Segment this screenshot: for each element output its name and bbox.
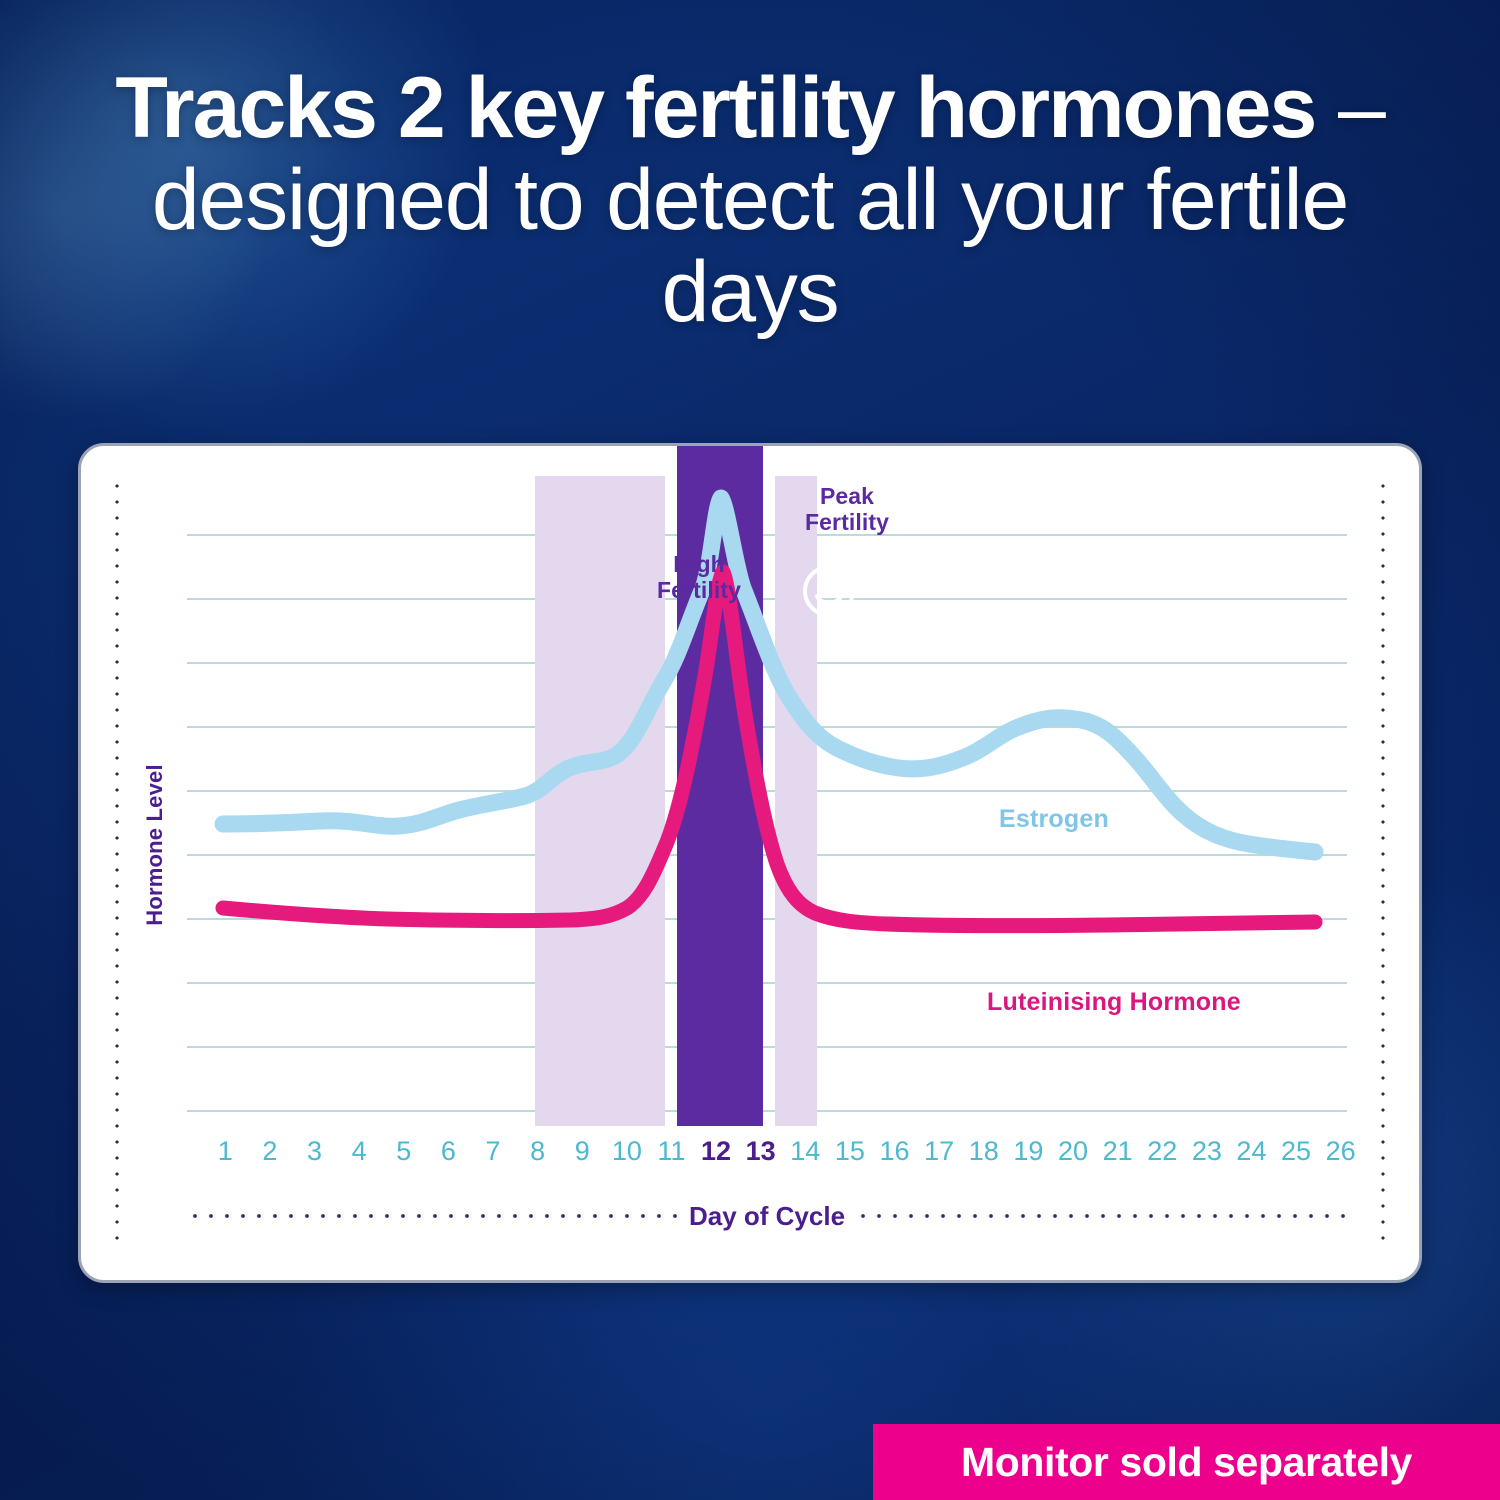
x-axis-tick-14: 14 bbox=[790, 1136, 821, 1166]
high-fertility-band-left bbox=[535, 476, 665, 1126]
x-axis-title-row: Day of Cycle bbox=[187, 1200, 1348, 1231]
x-axis-tick-2: 2 bbox=[262, 1136, 278, 1166]
x-axis-tick-18: 18 bbox=[968, 1136, 999, 1166]
dotted-divider-left bbox=[115, 478, 119, 1248]
gridline bbox=[187, 790, 1347, 792]
x-axis-tick-10: 10 bbox=[611, 1136, 642, 1166]
x-axis-tick-7: 7 bbox=[485, 1136, 501, 1166]
x-axis-tick-17: 17 bbox=[924, 1136, 955, 1166]
x-axis-tick-15: 15 bbox=[834, 1136, 865, 1166]
x-axis-tick-3: 3 bbox=[307, 1136, 323, 1166]
x-axis-tick-8: 8 bbox=[530, 1136, 546, 1166]
peak-fertility-label: Peak Fertility bbox=[805, 483, 889, 535]
x-axis-tick-24: 24 bbox=[1236, 1136, 1267, 1166]
x-axis-tick-4: 4 bbox=[351, 1136, 367, 1166]
chart-plot-area: High Fertility Peak Fertility Estrogen Lut… bbox=[187, 446, 1347, 1126]
hormone-chart-card: Hormone Level High Fertility Peak Fertilit… bbox=[78, 443, 1422, 1283]
gridline bbox=[187, 1110, 1347, 1112]
gridline bbox=[187, 1046, 1347, 1048]
lh-series-label: Luteinising Hormone bbox=[987, 988, 1241, 1016]
x-axis-tick-20: 20 bbox=[1057, 1136, 1089, 1166]
x-axis-title: Day of Cycle bbox=[688, 1200, 846, 1231]
dotted-rule-left bbox=[187, 1214, 679, 1218]
x-axis-tick-26: 26 bbox=[1325, 1136, 1356, 1166]
x-axis-tick-9: 9 bbox=[574, 1136, 590, 1166]
estrogen-series-label: Estrogen bbox=[999, 805, 1109, 833]
hormone-curves bbox=[214, 489, 1324, 934]
peak-fertility-band bbox=[677, 446, 763, 1126]
x-axis-tick-16: 16 bbox=[879, 1136, 910, 1166]
promo-banner: Monitor sold separately bbox=[873, 1424, 1500, 1500]
x-axis-tick-5: 5 bbox=[396, 1136, 412, 1166]
x-axis-ticks: 1 2 3 4 5 6 7 8 9 10 11 12 13 14 15 16 17 18 19 20 21 22 23 24 2… bbox=[187, 1136, 1356, 1176]
page-headline: Tracks 2 key fertility hormones – design… bbox=[60, 62, 1440, 338]
x-axis-tick-25: 25 bbox=[1281, 1136, 1312, 1166]
headline-light-text: – designed to detect all your fertile da… bbox=[151, 60, 1386, 341]
x-axis-tick-13: 13 bbox=[745, 1136, 776, 1166]
x-axis-tick-23: 23 bbox=[1191, 1136, 1222, 1166]
promo-banner-text: Monitor sold separately bbox=[960, 1438, 1412, 1485]
x-axis-tick-12: 12 bbox=[701, 1136, 732, 1166]
gridline bbox=[187, 982, 1347, 984]
dotted-divider-right bbox=[1381, 478, 1385, 1248]
gridline bbox=[187, 598, 1347, 600]
x-axis-tick-6: 6 bbox=[440, 1136, 456, 1166]
gridline bbox=[187, 918, 1347, 920]
x-axis-tick-1: 1 bbox=[217, 1136, 233, 1166]
x-axis-tick-11: 11 bbox=[657, 1136, 686, 1166]
x-axis-tick-21: 21 bbox=[1102, 1136, 1133, 1166]
high-fertility-label: High Fertility bbox=[657, 551, 741, 603]
x-axis-tick-19: 19 bbox=[1013, 1136, 1044, 1166]
x-axis-tick-22: 22 bbox=[1147, 1136, 1178, 1166]
gridline bbox=[187, 726, 1347, 728]
y-axis-title: Hormone Level bbox=[142, 764, 167, 926]
smiley-face-icon bbox=[803, 565, 855, 617]
high-fertility-band-right bbox=[775, 476, 817, 1126]
lh-curve bbox=[215, 564, 1323, 934]
gridline bbox=[187, 534, 1347, 536]
dotted-rule-right bbox=[855, 1214, 1348, 1218]
estrogen-curve bbox=[214, 489, 1324, 861]
headline-bold-text: Tracks 2 key fertility hormones bbox=[115, 60, 1317, 156]
